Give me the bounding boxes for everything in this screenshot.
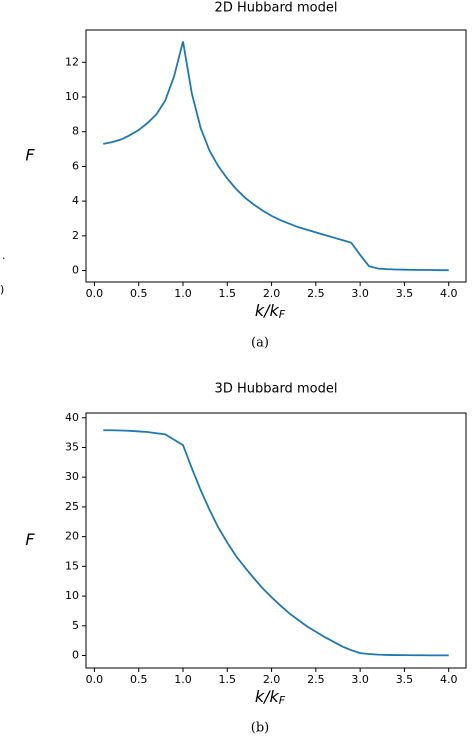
x-tick-label: 0.0 (86, 287, 104, 300)
y-tick-label: 4 (72, 194, 79, 207)
caption: (b) (251, 721, 269, 736)
y-tick-label: 2 (72, 229, 79, 242)
plot-frame (85, 412, 467, 669)
x-tick-label: 4.0 (440, 287, 458, 300)
data-line (103, 429, 449, 657)
x-tick-label: 2.0 (263, 673, 281, 686)
x-tick-label: 0.5 (130, 287, 148, 300)
x-axis-label-main: k/k (255, 687, 280, 706)
y-axis-label: F (25, 146, 35, 165)
x-tick-label: 3.0 (351, 673, 369, 686)
x-axis-label-sub: F (279, 694, 286, 707)
y-tick-label: 15 (65, 559, 79, 572)
y-tick-label: 25 (65, 500, 79, 513)
x-tick-label: 4.0 (440, 673, 458, 686)
x-tick-label: 1.0 (174, 673, 192, 686)
x-tick-label: 2.5 (307, 287, 325, 300)
y-tick-label: 20 (65, 530, 79, 543)
y-tick-label: 10 (65, 90, 79, 103)
y-tick-label: 40 (65, 411, 79, 424)
plot-frame (85, 29, 467, 283)
chart-title: 3D Hubbard model (215, 382, 338, 397)
caption: (a) (251, 336, 269, 351)
x-tick-label: 1.5 (219, 287, 237, 300)
y-tick-label: 0 (72, 649, 79, 662)
y-tick-label: 8 (72, 125, 79, 138)
y-tick-label: 35 (65, 440, 79, 453)
chart-title: 2D Hubbard model (215, 1, 338, 16)
x-tick-label: 0.5 (130, 673, 148, 686)
x-axis-label-main: k/k (255, 301, 280, 320)
x-tick-label: 2.5 (307, 673, 325, 686)
x-tick-label: 3.0 (351, 287, 369, 300)
fragment: . (2, 249, 6, 262)
x-axis-label: k/kF (255, 301, 286, 322)
x-tick-label: 1.5 (219, 673, 237, 686)
x-tick-label: 0.0 (86, 673, 104, 686)
y-tick-label: 5 (72, 619, 79, 632)
y-tick-label: 6 (72, 159, 79, 172)
y-axis-label: F (25, 530, 35, 549)
fragment: ) (0, 283, 4, 296)
y-tick-label: 0 (72, 264, 79, 277)
x-tick-label: 3.5 (396, 673, 414, 686)
x-tick-label: 1.0 (174, 287, 192, 300)
data-line (103, 41, 449, 272)
x-axis-label-sub: F (279, 308, 286, 321)
y-tick-label: 12 (65, 55, 79, 68)
x-tick-label: 3.5 (396, 287, 414, 300)
x-tick-label: 2.0 (263, 287, 281, 300)
y-tick-label: 30 (65, 470, 79, 483)
y-tick-label: 10 (65, 589, 79, 602)
x-axis-label: k/kF (255, 687, 286, 708)
